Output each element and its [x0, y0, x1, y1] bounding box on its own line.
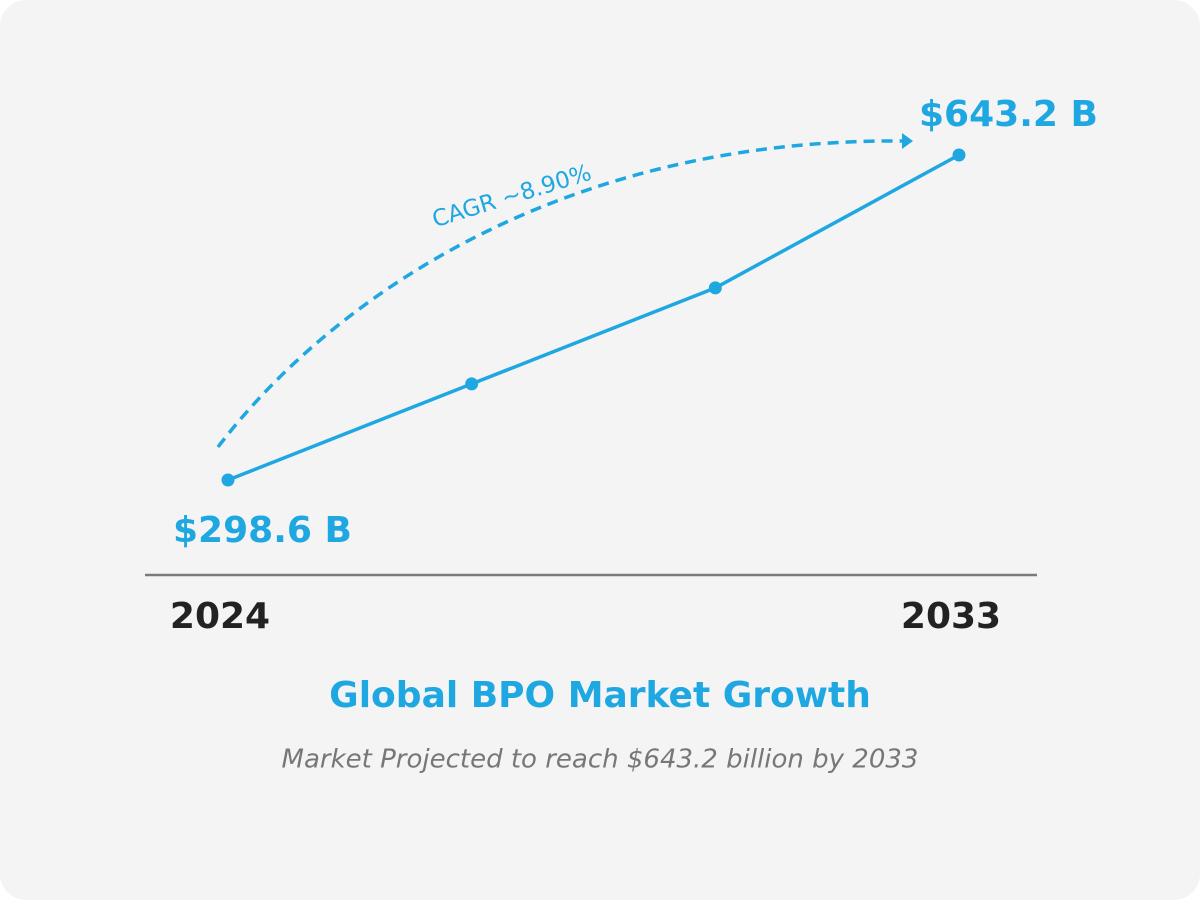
point	[465, 377, 479, 391]
point	[708, 281, 722, 295]
point	[952, 148, 966, 162]
cagr-arrowhead	[902, 133, 913, 149]
point	[221, 473, 235, 487]
line	[227, 153, 960, 482]
value-label: $643.2 B	[919, 94, 1098, 135]
x-tick-label: 2024	[170, 596, 270, 637]
chart-title: Global BPO Market Growth	[329, 675, 871, 716]
cagr-arrow	[216, 139, 905, 449]
x-tick-label: 2033	[901, 596, 1001, 637]
chart-subtitle: Market Projected to reach $643.2 billion…	[282, 745, 919, 775]
value-label: $298.6 B	[173, 510, 352, 551]
